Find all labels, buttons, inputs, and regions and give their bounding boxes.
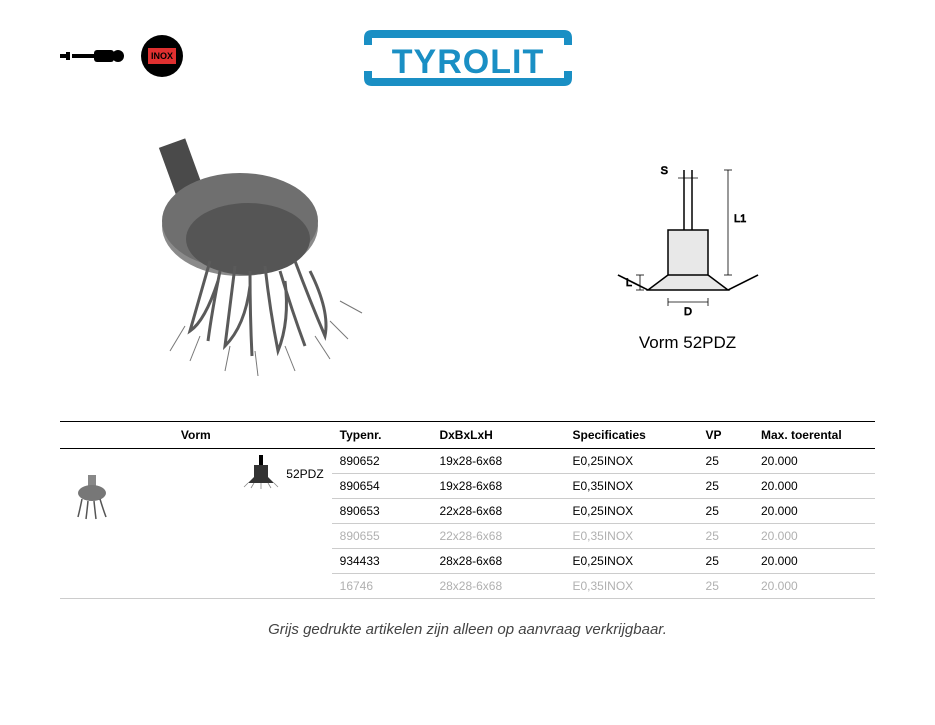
vorm-cell: 52PDZ — [60, 449, 332, 599]
cell-maxt: 20.000 — [753, 549, 875, 574]
cell-spec: E0,25INOX — [564, 499, 697, 524]
table-header-row: Vorm Typenr. DxBxLxH Specificaties VP Ma… — [60, 422, 875, 449]
cell-vp: 25 — [698, 449, 753, 474]
cell-spec: E0,35INOX — [564, 524, 697, 549]
cell-maxt: 20.000 — [753, 449, 875, 474]
cell-maxt: 20.000 — [753, 574, 875, 599]
table-row: 52PDZ 890652 19x28-6x68 E0,25INOX 25 20.… — [60, 449, 875, 474]
col-spec: Specificaties — [564, 422, 697, 449]
cell-spec: E0,25INOX — [564, 549, 697, 574]
cell-dblh: 19x28-6x68 — [431, 474, 564, 499]
col-dblh: DxBxLxH — [431, 422, 564, 449]
dim-l-label: L — [625, 277, 631, 289]
product-photo — [60, 121, 500, 391]
cell-vp: 25 — [698, 524, 753, 549]
cell-spec: E0,35INOX — [564, 574, 697, 599]
dim-d-label: D — [684, 306, 692, 318]
spec-table-wrap: Vorm Typenr. DxBxLxH Specificaties VP Ma… — [0, 421, 935, 638]
brand-name-text: TYROLIT — [391, 43, 543, 81]
cell-maxt: 20.000 — [753, 499, 875, 524]
header: INOX TYROLIT — [0, 0, 935, 101]
vorm-code: 52PDZ — [286, 467, 323, 481]
header-icon-group: INOX — [60, 34, 184, 83]
cell-vp: 25 — [698, 549, 753, 574]
product-thumb-icon — [68, 455, 128, 524]
cell-spec: E0,25INOX — [564, 449, 697, 474]
cell-vp: 25 — [698, 474, 753, 499]
drill-tool-icon — [60, 45, 130, 72]
svg-text:INOX: INOX — [151, 51, 173, 61]
cell-vp: 25 — [698, 574, 753, 599]
cell-dblh: 22x28-6x68 — [431, 524, 564, 549]
cell-spec: E0,35INOX — [564, 474, 697, 499]
cell-maxt: 20.000 — [753, 474, 875, 499]
cell-maxt: 20.000 — [753, 524, 875, 549]
brand-logo: TYROLIT — [184, 25, 751, 91]
dim-s-label: S — [660, 165, 667, 177]
col-maxt: Max. toerental — [753, 422, 875, 449]
technical-diagram: S L1 L D Vorm 52PDZ — [500, 160, 875, 353]
vorm-thumb-icon — [242, 455, 280, 492]
cell-dblh: 19x28-6x68 — [431, 449, 564, 474]
col-typenr: Typenr. — [332, 422, 432, 449]
cell-dblh: 28x28-6x68 — [431, 549, 564, 574]
cell-typenr: 16746 — [332, 574, 432, 599]
footer-note: Grijs gedrukte artikelen zijn alleen op … — [60, 621, 875, 638]
diagram-caption: Vorm 52PDZ — [500, 333, 875, 353]
dim-l1-label: L1 — [734, 213, 746, 225]
inox-badge-icon: INOX — [140, 34, 184, 83]
product-section: S L1 L D Vorm 52PDZ — [0, 101, 935, 421]
cell-vp: 25 — [698, 499, 753, 524]
cell-typenr: 890652 — [332, 449, 432, 474]
cell-typenr: 890654 — [332, 474, 432, 499]
cell-typenr: 890655 — [332, 524, 432, 549]
col-vorm: Vorm — [60, 422, 332, 449]
cell-dblh: 22x28-6x68 — [431, 499, 564, 524]
cell-typenr: 934433 — [332, 549, 432, 574]
col-vp: VP — [698, 422, 753, 449]
cell-dblh: 28x28-6x68 — [431, 574, 564, 599]
spec-table: Vorm Typenr. DxBxLxH Specificaties VP Ma… — [60, 421, 875, 599]
cell-typenr: 890653 — [332, 499, 432, 524]
